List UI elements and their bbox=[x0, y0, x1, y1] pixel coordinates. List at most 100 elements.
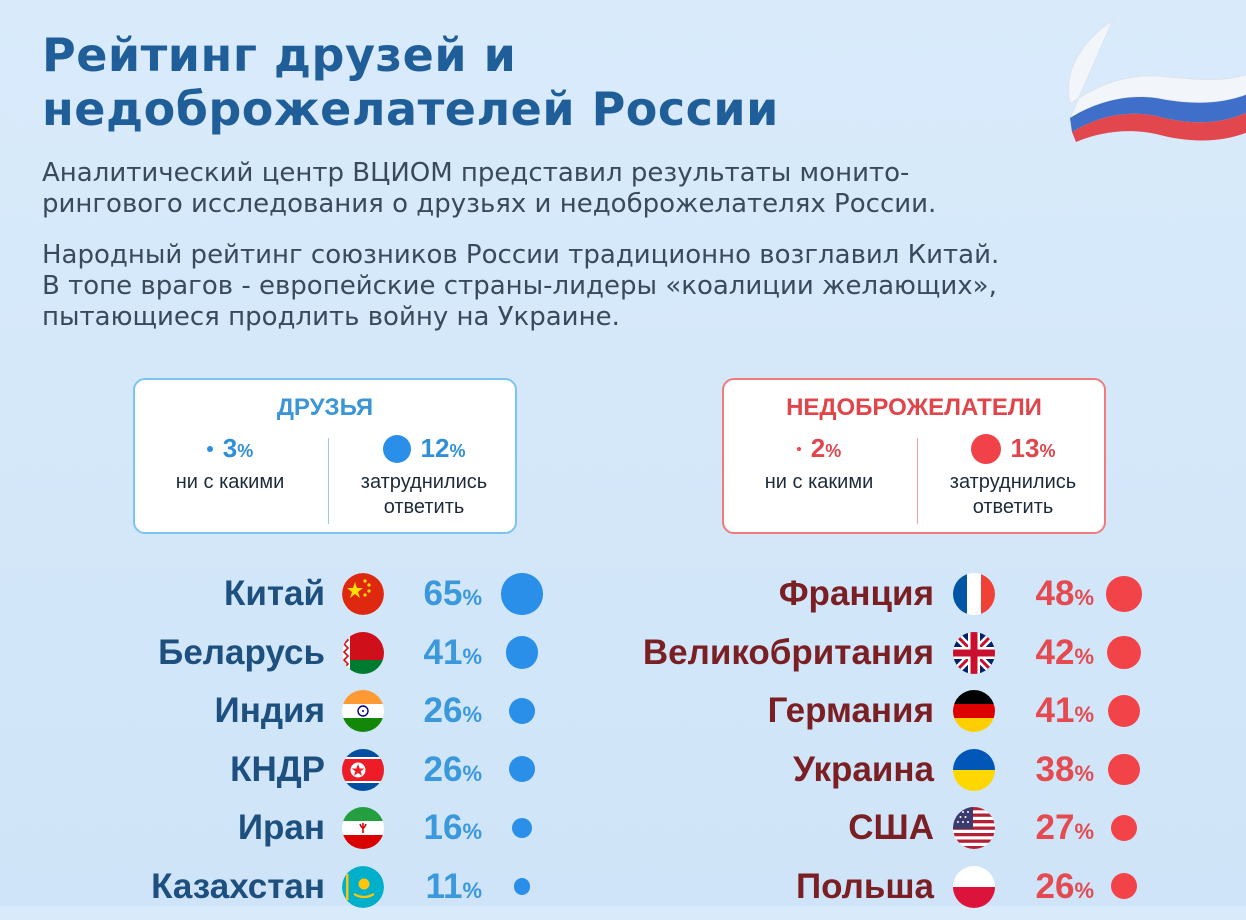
friend-value-bubble bbox=[511, 817, 533, 839]
foe-percent-label: 26% bbox=[1036, 858, 1095, 916]
foe-value-bubble bbox=[1110, 873, 1137, 900]
friend-value-bubble bbox=[508, 697, 535, 724]
foes-undecided-label-1: затруднились bbox=[949, 471, 1077, 493]
friend-percent-sign: % bbox=[462, 643, 482, 669]
foe-value-bubble bbox=[1108, 753, 1140, 786]
intro-p2-line-2: В топе врагов - европейские страны-лидер… bbox=[42, 271, 997, 301]
page-title-line-1: Рейтинг друзей и bbox=[42, 28, 517, 82]
foe-percent-value: 41 bbox=[1035, 691, 1075, 730]
china-flag-icon bbox=[342, 573, 384, 615]
friend-percent-label: 41% bbox=[424, 624, 483, 682]
intro-p1-line-2: рингового исследования о друзьях и недоб… bbox=[42, 189, 937, 219]
friends-none-dot bbox=[206, 446, 213, 452]
intro-p1-line-1: Аналитический центр ВЦИОМ представил рез… bbox=[42, 158, 910, 188]
iran-flag-icon bbox=[342, 807, 384, 849]
foe-percent-sign: % bbox=[1074, 585, 1094, 610]
friend-percent-value: 65 bbox=[423, 574, 463, 613]
friend-value-bubble bbox=[508, 756, 535, 783]
foe-percent-sign: % bbox=[1074, 877, 1094, 903]
foes-none-value: 2 bbox=[810, 432, 826, 463]
foes-none-dot bbox=[796, 447, 801, 451]
foes-undecided-value: 13 bbox=[1010, 432, 1040, 463]
foes-undecided-column: 13% затруднились ответить bbox=[918, 432, 1108, 520]
intro-paragraph-2: Народный рейтинг союзников России традиц… bbox=[42, 240, 1212, 333]
foe-percent-sign: % bbox=[1074, 643, 1094, 669]
friend-row: Иран 16% bbox=[0, 799, 1246, 857]
foe-row: Франция 48% bbox=[0, 565, 1246, 623]
intro-p2-line-3: пытающиеся продлить войну на Украине. bbox=[42, 302, 620, 332]
foes-undecided-pct-sign: % bbox=[1039, 440, 1056, 461]
foe-country-label: Украина bbox=[793, 749, 934, 789]
friend-country-label: КНДР bbox=[230, 749, 325, 789]
foe-row: Украина 38% bbox=[0, 741, 1246, 799]
friend-percent-value: 41 bbox=[423, 632, 463, 672]
friend-percent-label: 16% bbox=[424, 799, 483, 857]
foes-none-pct-sign: % bbox=[825, 440, 842, 461]
foe-country-label: Польша bbox=[795, 866, 934, 906]
page-title: Рейтинг друзей и недоброжелателей России bbox=[42, 28, 779, 136]
france-flag-icon bbox=[953, 573, 995, 615]
foe-value-bubble bbox=[1106, 576, 1142, 612]
intro-paragraph-1: Аналитический центр ВЦИОМ представил рез… bbox=[42, 158, 1212, 220]
foe-country-label: США bbox=[848, 808, 934, 847]
ukraine-flag-icon bbox=[953, 748, 995, 791]
foe-percent-sign: % bbox=[1074, 760, 1094, 786]
poland-flag-icon bbox=[953, 865, 995, 908]
foe-row: Великобритания 42% bbox=[0, 624, 1246, 682]
uk-flag-icon bbox=[953, 631, 995, 674]
friends-box-divider bbox=[328, 438, 329, 524]
friend-percent-sign: % bbox=[462, 819, 482, 844]
friend-row: КНДР 26% bbox=[0, 741, 1246, 799]
foe-country-label: Великобритания bbox=[642, 632, 934, 672]
friends-none-column: 3% ни с какими bbox=[135, 432, 325, 495]
friends-none-value: 3 bbox=[222, 432, 238, 463]
foes-none-label: ни с какими bbox=[764, 471, 874, 493]
foe-percent-value: 42 bbox=[1035, 632, 1075, 672]
foe-country-label: Германия bbox=[767, 691, 934, 730]
friends-undecided-dot bbox=[382, 435, 411, 463]
foe-percent-label: 27% bbox=[1036, 799, 1095, 857]
friend-country-label: Индия bbox=[214, 691, 325, 730]
friend-percent-value: 16 bbox=[423, 808, 463, 847]
friend-percent-value: 11 bbox=[425, 866, 463, 906]
foe-percent-label: 41% bbox=[1036, 682, 1095, 740]
foe-row: Польша 26% bbox=[0, 858, 1246, 916]
friends-none-pct-sign: % bbox=[237, 440, 254, 461]
friend-row: Казахстан 11% bbox=[0, 858, 1246, 916]
friend-percent-label: 26% bbox=[424, 741, 483, 799]
foes-undecided-label-2: ответить bbox=[972, 496, 1054, 518]
usa-flag-icon bbox=[953, 807, 995, 849]
friend-row: Индия 26% bbox=[0, 682, 1246, 740]
friend-row: Китай 65% bbox=[0, 565, 1246, 623]
foe-percent-sign: % bbox=[1074, 819, 1094, 844]
foe-percent-value: 27 bbox=[1035, 808, 1075, 847]
foe-country-label: Франция bbox=[778, 574, 934, 613]
kazakhstan-flag-icon bbox=[342, 865, 384, 908]
russian-flag-ribbon-icon bbox=[1067, 18, 1246, 142]
friend-percent-value: 26 bbox=[423, 691, 463, 730]
friend-country-label: Китай bbox=[223, 574, 325, 613]
foe-value-bubble bbox=[1107, 635, 1141, 670]
foes-box-divider bbox=[917, 438, 918, 524]
friends-undecided-label-2: ответить bbox=[383, 496, 465, 518]
belarus-flag-icon bbox=[342, 631, 384, 674]
foe-percent-value: 48 bbox=[1035, 574, 1075, 613]
foe-value-bubble bbox=[1110, 814, 1138, 842]
friend-percent-sign: % bbox=[462, 877, 482, 903]
india-flag-icon bbox=[342, 690, 384, 732]
foes-box-title: НЕДОБРОЖЕЛАТЕЛИ bbox=[786, 394, 1042, 421]
friend-percent-label: 65% bbox=[424, 565, 483, 623]
friend-row: Беларусь 41% bbox=[0, 624, 1246, 682]
friend-percent-label: 26% bbox=[424, 682, 483, 740]
foe-percent-label: 38% bbox=[1036, 741, 1095, 799]
friend-percent-sign: % bbox=[462, 760, 482, 786]
friend-percent-sign: % bbox=[462, 585, 482, 610]
friend-value-bubble bbox=[513, 878, 531, 895]
friends-none-label: ни с какими bbox=[175, 471, 285, 493]
friend-country-label: Казахстан bbox=[151, 866, 325, 906]
foes-undecided-dot bbox=[970, 434, 1001, 464]
germany-flag-icon bbox=[953, 690, 995, 732]
friend-country-label: Беларусь bbox=[158, 632, 325, 672]
friends-undecided-pct-sign: % bbox=[449, 440, 466, 461]
foe-percent-label: 42% bbox=[1036, 624, 1095, 682]
